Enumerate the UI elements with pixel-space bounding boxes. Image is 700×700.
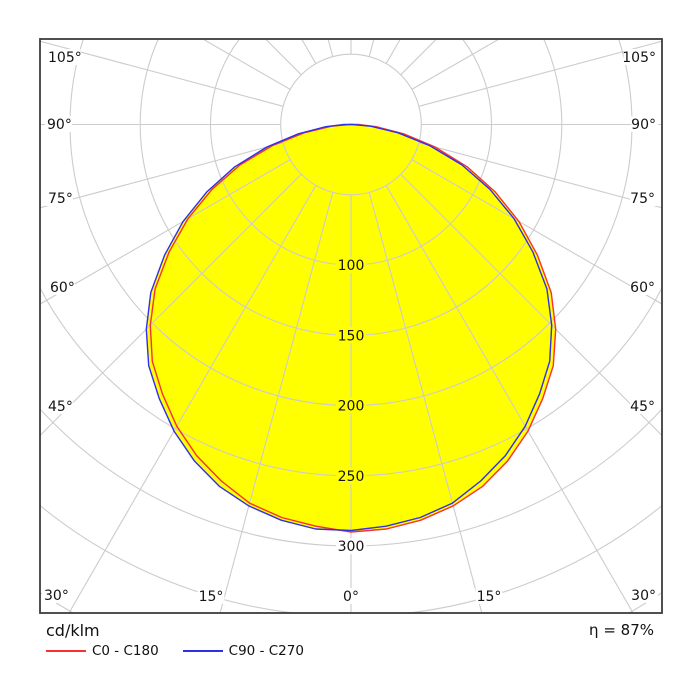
angle-label-bg-3 — [48, 279, 75, 295]
legend-label-c90-c270: C90 - C270 — [228, 643, 304, 659]
angle-label-0deg-7: 0° — [343, 589, 359, 605]
angle-label-bg-11 — [630, 279, 657, 295]
grid-radial-255 — [40, 40, 284, 107]
angle-label-60deg-11: 60° — [630, 280, 655, 296]
legend-label-c0-c180: C0 - C180 — [92, 643, 159, 659]
angle-label-45deg-10: 45° — [630, 399, 655, 415]
red-line-swatch — [46, 650, 86, 652]
angle-label-bg-7 — [341, 588, 361, 604]
grid-radial-300 — [40, 159, 291, 305]
unit-label: cd/klm — [46, 621, 100, 640]
grid-radial-285 — [40, 142, 284, 209]
angle-label-30deg-9: 30° — [631, 588, 656, 604]
grid-radial-345 — [219, 192, 334, 613]
angle-label-bg-13 — [631, 116, 658, 132]
radial-tick-300: 300 — [338, 539, 365, 555]
angle-label-75deg-2: 75° — [48, 191, 73, 207]
angle-label-bg-12 — [630, 190, 657, 206]
grid-radial-30 — [385, 185, 634, 613]
angle-label-bg-6 — [197, 588, 225, 604]
grid-radial-315 — [40, 173, 302, 437]
radial-tick-100: 100 — [338, 258, 365, 274]
tick-label-bg-250 — [335, 467, 367, 484]
angle-label-bg-0 — [46, 49, 81, 65]
angle-label-45deg-4: 45° — [48, 399, 73, 415]
angle-label-bg-4 — [46, 398, 73, 414]
angle-label-bg-9 — [631, 587, 658, 603]
angle-label-90deg-1: 90° — [47, 117, 72, 133]
efficiency-value: η = 87% — [589, 621, 654, 639]
radial-tick-250: 250 — [338, 469, 365, 485]
legend-item-c0-c180: C0 - C180 — [46, 644, 159, 658]
curve-c90-c270 — [145, 123, 553, 532]
legend-item-c90-c270: C90 - C270 — [182, 643, 304, 659]
grid-radial-75 — [418, 142, 662, 209]
grid-radial-60 — [411, 159, 662, 305]
angle-label-75deg-12: 75° — [630, 191, 655, 207]
angle-label-bg-1 — [45, 116, 72, 132]
grid-radial-330 — [68, 185, 317, 613]
tick-label-bg-200 — [335, 397, 367, 414]
angle-label-bg-14 — [623, 49, 658, 65]
angle-label-30deg-5: 30° — [44, 588, 69, 604]
tick-label-bg-300 — [335, 538, 367, 554]
radial-tick-150: 150 — [338, 328, 365, 344]
angle-label-bg-2 — [46, 190, 73, 206]
angle-label-15deg-8: 15° — [477, 589, 502, 605]
plot-border — [39, 38, 663, 614]
curve-c0-c180 — [149, 123, 557, 533]
angle-label-bg-5 — [42, 587, 69, 603]
legend: C0 - C180 C90 - C270 — [46, 644, 328, 658]
angle-label-90deg-13: 90° — [631, 117, 656, 133]
angle-label-105deg-14: 105° — [622, 50, 656, 66]
angle-label-105deg-0: 105° — [48, 50, 82, 66]
grid-radial-45 — [400, 173, 662, 437]
radial-tick-200: 200 — [338, 399, 365, 415]
angle-label-15deg-6: 15° — [199, 589, 224, 605]
tick-label-bg-100 — [335, 257, 367, 273]
angle-label-bg-10 — [630, 398, 657, 414]
grid-radial-105 — [418, 40, 662, 107]
tick-label-bg-150 — [335, 327, 367, 344]
angle-label-bg-8 — [475, 588, 503, 604]
angle-label-60deg-3: 60° — [50, 280, 75, 296]
blue-line-swatch — [182, 650, 223, 652]
